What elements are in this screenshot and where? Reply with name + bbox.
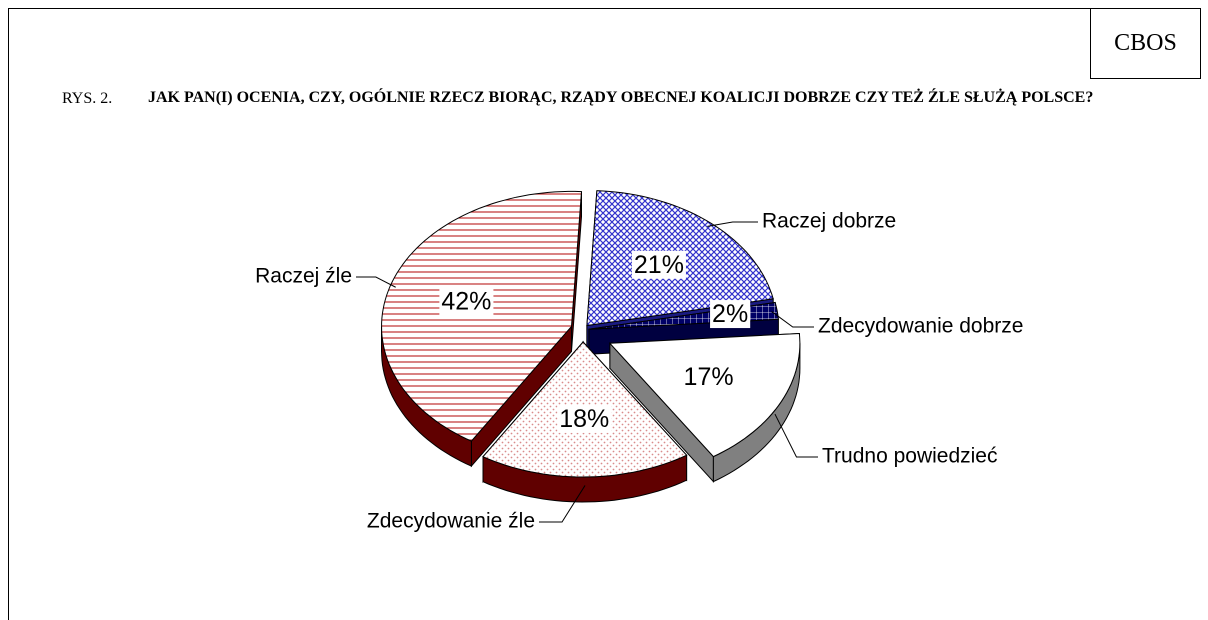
category-label: Zdecydowanie źle	[367, 510, 535, 533]
value-label-bg	[710, 300, 751, 329]
value-label-bg	[439, 287, 494, 316]
leader-line	[774, 413, 818, 458]
value-label-bg	[631, 250, 686, 279]
leader-line	[356, 276, 396, 288]
value-label: 2%	[712, 300, 748, 328]
source-label: CBOS	[1090, 8, 1201, 79]
frame	[8, 8, 9, 620]
value-label: 42%	[441, 288, 491, 316]
category-label: Zdecydowanie dobrze	[818, 315, 1023, 338]
category-label: Raczej źle	[255, 265, 352, 288]
frame	[8, 8, 1200, 9]
leader-line	[707, 221, 758, 227]
figure-number: RYS. 2.	[62, 90, 113, 107]
category-label: Raczej dobrze	[762, 210, 896, 233]
value-label-bg	[557, 404, 612, 433]
pie-slice	[608, 332, 801, 458]
category-label: Trudno powiedzieć	[822, 445, 998, 468]
pie-slice	[381, 190, 583, 442]
value-label: 17%	[684, 363, 734, 391]
leader-line	[771, 311, 814, 328]
chart-title: JAK PAN(I) OCENIA, CZY, OGÓLNIE RZECZ BI…	[148, 89, 1094, 106]
value-label: 21%	[634, 251, 684, 279]
value-label: 18%	[559, 405, 609, 433]
value-label-bg	[681, 362, 736, 391]
leader-line	[539, 485, 586, 523]
